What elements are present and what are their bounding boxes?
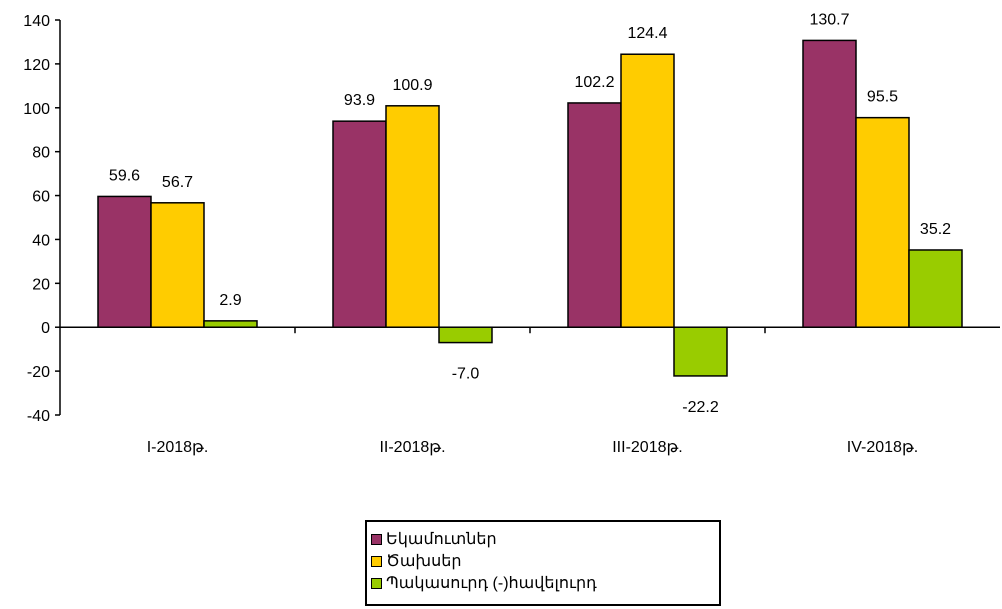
y-tick-label: 20	[32, 276, 50, 293]
data-label: 102.2	[574, 74, 614, 91]
x-tick-label: I-2018թ.	[147, 439, 209, 456]
data-label: 100.9	[392, 77, 432, 94]
y-tick-label: 120	[23, 57, 50, 74]
y-tick-label: 0	[41, 320, 50, 337]
data-label: -22.2	[682, 399, 719, 416]
data-label: 130.7	[809, 11, 849, 28]
y-tick-label: 40	[32, 232, 50, 249]
data-label: 95.5	[867, 89, 898, 106]
legend-item-balance: Պակասուրդ (-)հավելուրդ	[371, 572, 719, 594]
data-label: 93.9	[344, 92, 375, 109]
data-label: 124.4	[627, 25, 667, 42]
data-label: 2.9	[219, 292, 241, 309]
data-label: -7.0	[452, 366, 480, 383]
x-tick-label: IV-2018թ.	[847, 439, 918, 456]
chart-canvas: -40 -20 0 20 40 60 80 100 120 140 I-2018թ. II-2018թ…	[23, 11, 1000, 456]
legend-label-revenues: Եկամուտներ	[386, 531, 497, 548]
y-tick-label: -40	[27, 408, 50, 425]
y-tick-label: 140	[23, 13, 50, 30]
legend-swatch-revenues	[371, 533, 382, 545]
legend-swatch-expenditures	[371, 555, 382, 567]
legend: Եկամուտներ Ծախսեր Պակասուրդ (-)հավելուրդ	[365, 520, 721, 606]
x-tick-label: II-2018թ.	[379, 439, 445, 456]
bar	[150, 202, 205, 328]
y-tick-label: 60	[32, 189, 50, 206]
data-label: 59.6	[109, 167, 140, 184]
bar	[908, 249, 963, 328]
bar	[567, 102, 622, 328]
legend-item-expenditures: Ծախսեր	[371, 550, 719, 572]
legend-label-expenditures: Ծախսեր	[386, 553, 462, 570]
data-label: 35.2	[920, 221, 951, 238]
bar	[332, 120, 387, 328]
x-tick-label: III-2018թ.	[612, 439, 683, 456]
data-label: 56.7	[162, 174, 193, 191]
bar	[855, 116, 910, 328]
legend-swatch-balance	[371, 577, 382, 589]
bar	[203, 320, 258, 328]
y-tick-label: -20	[27, 364, 50, 381]
bar	[620, 53, 675, 328]
bar	[438, 326, 493, 344]
bar	[97, 195, 152, 328]
bar	[802, 39, 857, 328]
bar	[673, 326, 728, 377]
y-tick-label: 100	[23, 101, 50, 118]
legend-label-balance: Պակասուրդ (-)հավելուրդ	[386, 575, 597, 592]
y-tick-label: 80	[32, 145, 50, 162]
bar	[385, 105, 440, 328]
legend-item-revenues: Եկամուտներ	[371, 528, 719, 550]
